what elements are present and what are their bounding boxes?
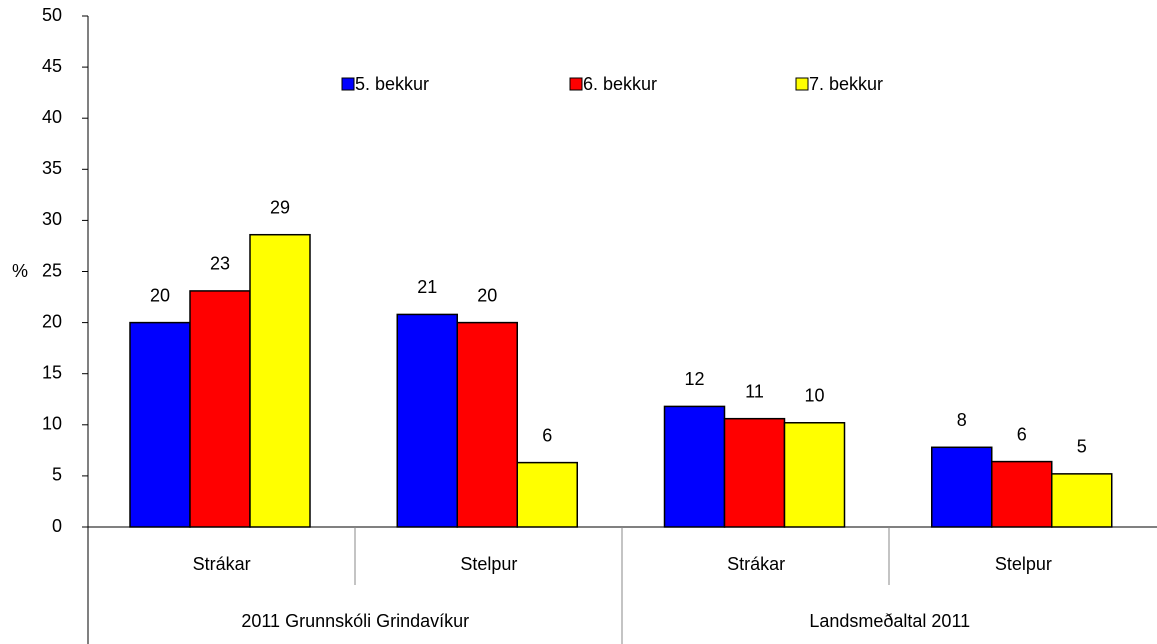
y-tick-label: 10 — [42, 414, 62, 434]
data-label: 6 — [542, 425, 552, 445]
group-label: Landsmeðaltal 2011 — [809, 611, 970, 631]
y-tick-label: 20 — [42, 311, 62, 331]
data-label: 10 — [804, 386, 824, 406]
data-label: 5 — [1077, 437, 1087, 457]
legend-swatch — [569, 77, 583, 91]
data-label: 23 — [210, 254, 230, 274]
y-axis-label: % — [12, 261, 28, 281]
legend-swatch — [341, 77, 355, 91]
y-tick-label: 5 — [52, 465, 62, 485]
bar — [783, 422, 846, 528]
bar — [249, 233, 311, 528]
bar — [663, 405, 726, 528]
bar — [991, 460, 1053, 528]
bar — [396, 313, 458, 528]
data-label: 29 — [270, 197, 290, 217]
y-tick-label: 25 — [42, 260, 62, 280]
y-tick-label: 50 — [42, 5, 62, 25]
legend-label: 5. bekkur — [355, 74, 429, 94]
y-tick-label: 40 — [42, 107, 62, 127]
bar — [1051, 473, 1113, 528]
data-label: 12 — [684, 369, 704, 389]
y-tick-label: 30 — [42, 209, 62, 229]
legend-swatch — [795, 77, 809, 91]
legend-label: 7. bekkur — [809, 74, 883, 94]
bar — [189, 290, 251, 528]
data-label: 11 — [745, 381, 764, 401]
x-tick-label: Strákar — [727, 554, 785, 574]
bar — [516, 461, 578, 528]
group-label: 2011 Grunnskóli Grindavíkur — [241, 611, 469, 631]
data-label: 8 — [957, 410, 967, 430]
data-label: 20 — [150, 285, 170, 305]
x-tick-label: Stelpur — [995, 554, 1052, 574]
x-tick-label: Strákar — [193, 554, 251, 574]
data-label: 21 — [417, 277, 437, 297]
y-tick-label: 35 — [42, 158, 62, 178]
bar — [931, 446, 993, 528]
y-tick-label: 15 — [42, 362, 62, 382]
data-label: 6 — [1017, 424, 1027, 444]
bar — [456, 321, 518, 528]
bar — [129, 321, 191, 528]
x-tick-label: Stelpur — [460, 554, 517, 574]
data-label: 20 — [477, 285, 497, 305]
bar — [723, 417, 786, 528]
legend-label: 6. bekkur — [583, 74, 657, 94]
y-tick-label: 0 — [52, 516, 62, 536]
y-tick-label: 45 — [42, 56, 62, 76]
